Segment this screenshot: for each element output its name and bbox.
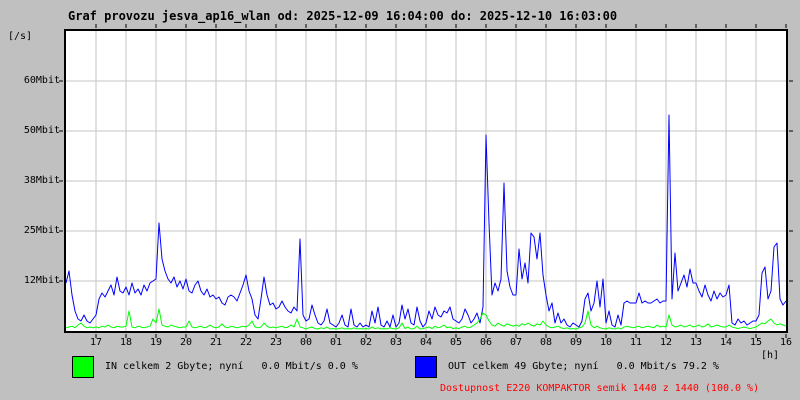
x-tick-label: 04 <box>419 337 433 348</box>
x-tick-label: 06 <box>479 337 493 348</box>
traffic-chart-canvas <box>59 24 793 338</box>
y-tick-label: 50Mbit <box>23 125 60 136</box>
x-tick-label: 10 <box>599 337 613 348</box>
x-tick-label: 19 <box>149 337 163 348</box>
x-tick-label: 12 <box>659 337 673 348</box>
y-tick-label: 38Mbit <box>23 175 60 186</box>
y-tick-label: 12Mbit <box>23 275 60 286</box>
out-legend-swatch <box>415 356 437 378</box>
x-tick-label: 02 <box>359 337 373 348</box>
x-tick-label: 16 <box>779 337 793 348</box>
x-tick-label: 03 <box>389 337 403 348</box>
graph-title: Graf provozu jesva_ap16_wlan od: 2025-12… <box>68 9 618 23</box>
availability-text: Dostupnost E220 KOMPAKTOR semik 1440 z 1… <box>440 383 760 394</box>
plot-area <box>59 24 793 338</box>
x-tick-label: 01 <box>329 337 343 348</box>
x-tick-label: 08 <box>539 337 553 348</box>
out-legend-label: OUT celkem 49 Gbyte; nyní 0.0 Mbit/s 79.… <box>448 361 719 372</box>
y-tick-label: 25Mbit <box>23 225 60 236</box>
x-tick-label: 17 <box>89 337 103 348</box>
in-legend-label: IN celkem 2 Gbyte; nyní 0.0 Mbit/s 0.0 % <box>105 361 358 372</box>
x-tick-label: 09 <box>569 337 583 348</box>
x-tick-label: 22 <box>239 337 253 348</box>
x-tick-label: 23 <box>269 337 283 348</box>
x-axis-unit-label: [h] <box>761 350 780 361</box>
x-tick-label: 14 <box>719 337 733 348</box>
in-series-line <box>65 308 787 330</box>
x-tick-label: 11 <box>629 337 643 348</box>
x-tick-label: 00 <box>299 337 313 348</box>
out-series-line <box>65 114 787 328</box>
in-legend-swatch <box>72 356 94 378</box>
x-tick-label: 07 <box>509 337 523 348</box>
x-tick-label: 13 <box>689 337 703 348</box>
x-tick-label: 05 <box>449 337 463 348</box>
x-tick-label: 20 <box>179 337 193 348</box>
y-axis-unit-label: [/s] <box>8 31 33 42</box>
y-tick-label: 60Mbit <box>23 75 60 86</box>
x-tick-label: 21 <box>209 337 223 348</box>
x-tick-label: 18 <box>119 337 133 348</box>
x-tick-label: 15 <box>749 337 763 348</box>
